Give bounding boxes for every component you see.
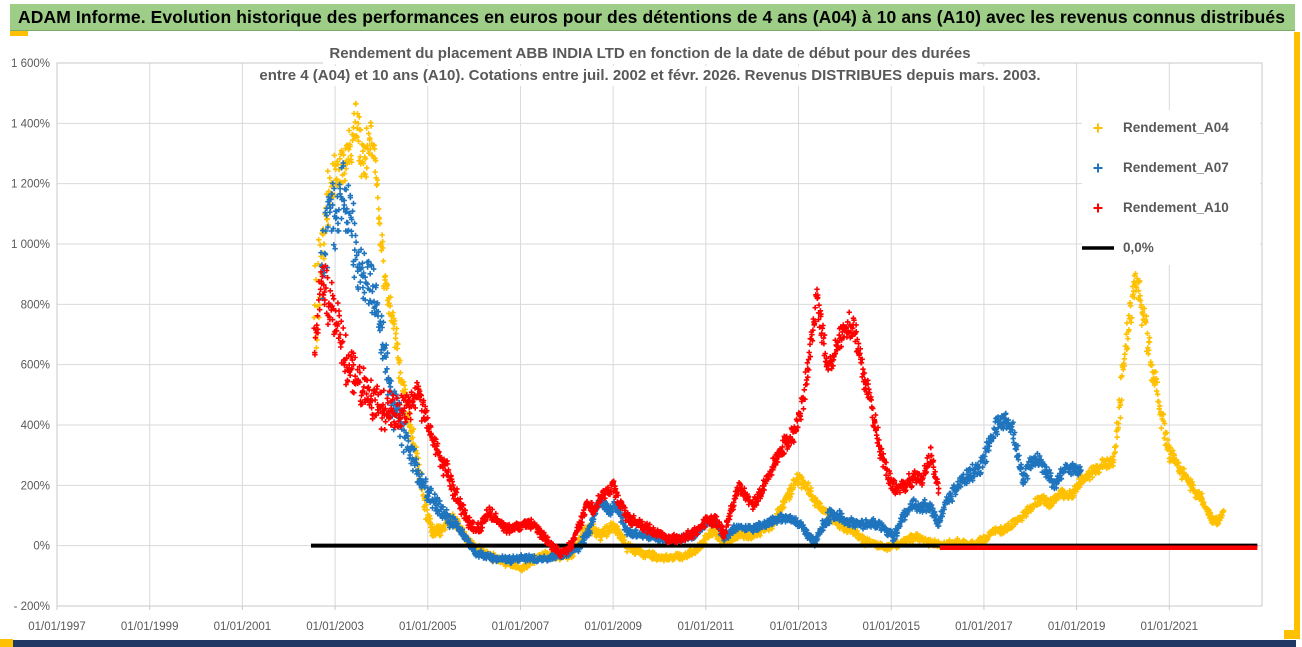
plus-marker-icon xyxy=(1082,162,1114,174)
x-axis-tick-label: 01/01/1999 xyxy=(121,621,179,633)
legend-label: 0,0% xyxy=(1123,240,1154,255)
legend-item-a04[interactable]: Rendement_A04 xyxy=(1082,114,1260,141)
y-axis-tick-label: 1 000% xyxy=(11,239,50,251)
x-axis-tick-label: 01/01/2021 xyxy=(1141,621,1199,633)
legend-label: Rendement_A04 xyxy=(1123,120,1229,135)
legend-label: Rendement_A10 xyxy=(1123,200,1229,215)
bottom-sheet-bar xyxy=(13,640,1296,647)
y-axis-tick-label: 400% xyxy=(21,420,50,432)
series-Rendement_A07 xyxy=(318,160,1084,566)
legend-item-a07[interactable]: Rendement_A07 xyxy=(1082,154,1260,181)
y-axis-tick-label: 200% xyxy=(21,480,50,492)
chart-title-line2: entre 4 (A04) et 10 ans (A10). Cotations… xyxy=(40,66,1260,86)
legend-label: Rendement_A07 xyxy=(1123,160,1229,175)
x-axis-tick-label: 01/01/2003 xyxy=(306,621,364,633)
legend-item-zero-line[interactable]: 0,0% xyxy=(1082,234,1260,261)
gold-accent-corner xyxy=(1284,630,1300,639)
x-axis-tick-label: 01/01/2007 xyxy=(492,621,550,633)
x-axis-tick-label: 01/01/2001 xyxy=(214,621,272,633)
plus-marker-icon xyxy=(1082,202,1114,214)
legend-item-a10[interactable]: Rendement_A10 xyxy=(1082,194,1260,221)
y-axis-tick-label: 1 600% xyxy=(11,58,50,70)
plus-marker-icon xyxy=(1082,122,1114,134)
x-axis-tick-label: 01/01/2017 xyxy=(955,621,1013,633)
x-axis-tick-label: 01/01/2009 xyxy=(584,621,642,633)
chart-legend: Rendement_A04 Rendement_A07 Rendement_A1… xyxy=(1082,110,1260,265)
gold-accent-left xyxy=(10,31,28,36)
x-axis-tick-label: 01/01/2011 xyxy=(677,621,734,633)
chart-title-line1: Rendement du placement ABB INDIA LTD en … xyxy=(40,44,1260,64)
y-axis-tick-label: 600% xyxy=(21,360,50,372)
y-axis-tick-label: 1 200% xyxy=(11,179,50,191)
zero-line-icon xyxy=(1082,245,1114,251)
y-axis-tick-label: 0% xyxy=(33,541,50,553)
x-axis-tick-label: 01/01/2015 xyxy=(862,621,920,633)
header-title: ADAM Informe. Evolution historique des p… xyxy=(18,6,1286,27)
x-axis-tick-label: 01/01/1997 xyxy=(28,621,86,633)
y-axis-tick-label: 800% xyxy=(21,299,50,311)
header-banner: ADAM Informe. Evolution historique des p… xyxy=(10,4,1295,31)
x-axis-tick-label: 01/01/2019 xyxy=(1048,621,1106,633)
series-Rendement_A10 xyxy=(311,263,942,560)
x-axis-tick-label: 01/01/2013 xyxy=(770,621,828,633)
x-axis-tick-label: 01/01/2005 xyxy=(399,621,457,633)
gold-accent-bottom-left xyxy=(0,639,13,647)
y-axis-tick-label: 1 400% xyxy=(11,118,50,130)
y-axis-tick-label: - 200% xyxy=(14,601,50,613)
gold-accent-right-border xyxy=(1294,32,1300,633)
